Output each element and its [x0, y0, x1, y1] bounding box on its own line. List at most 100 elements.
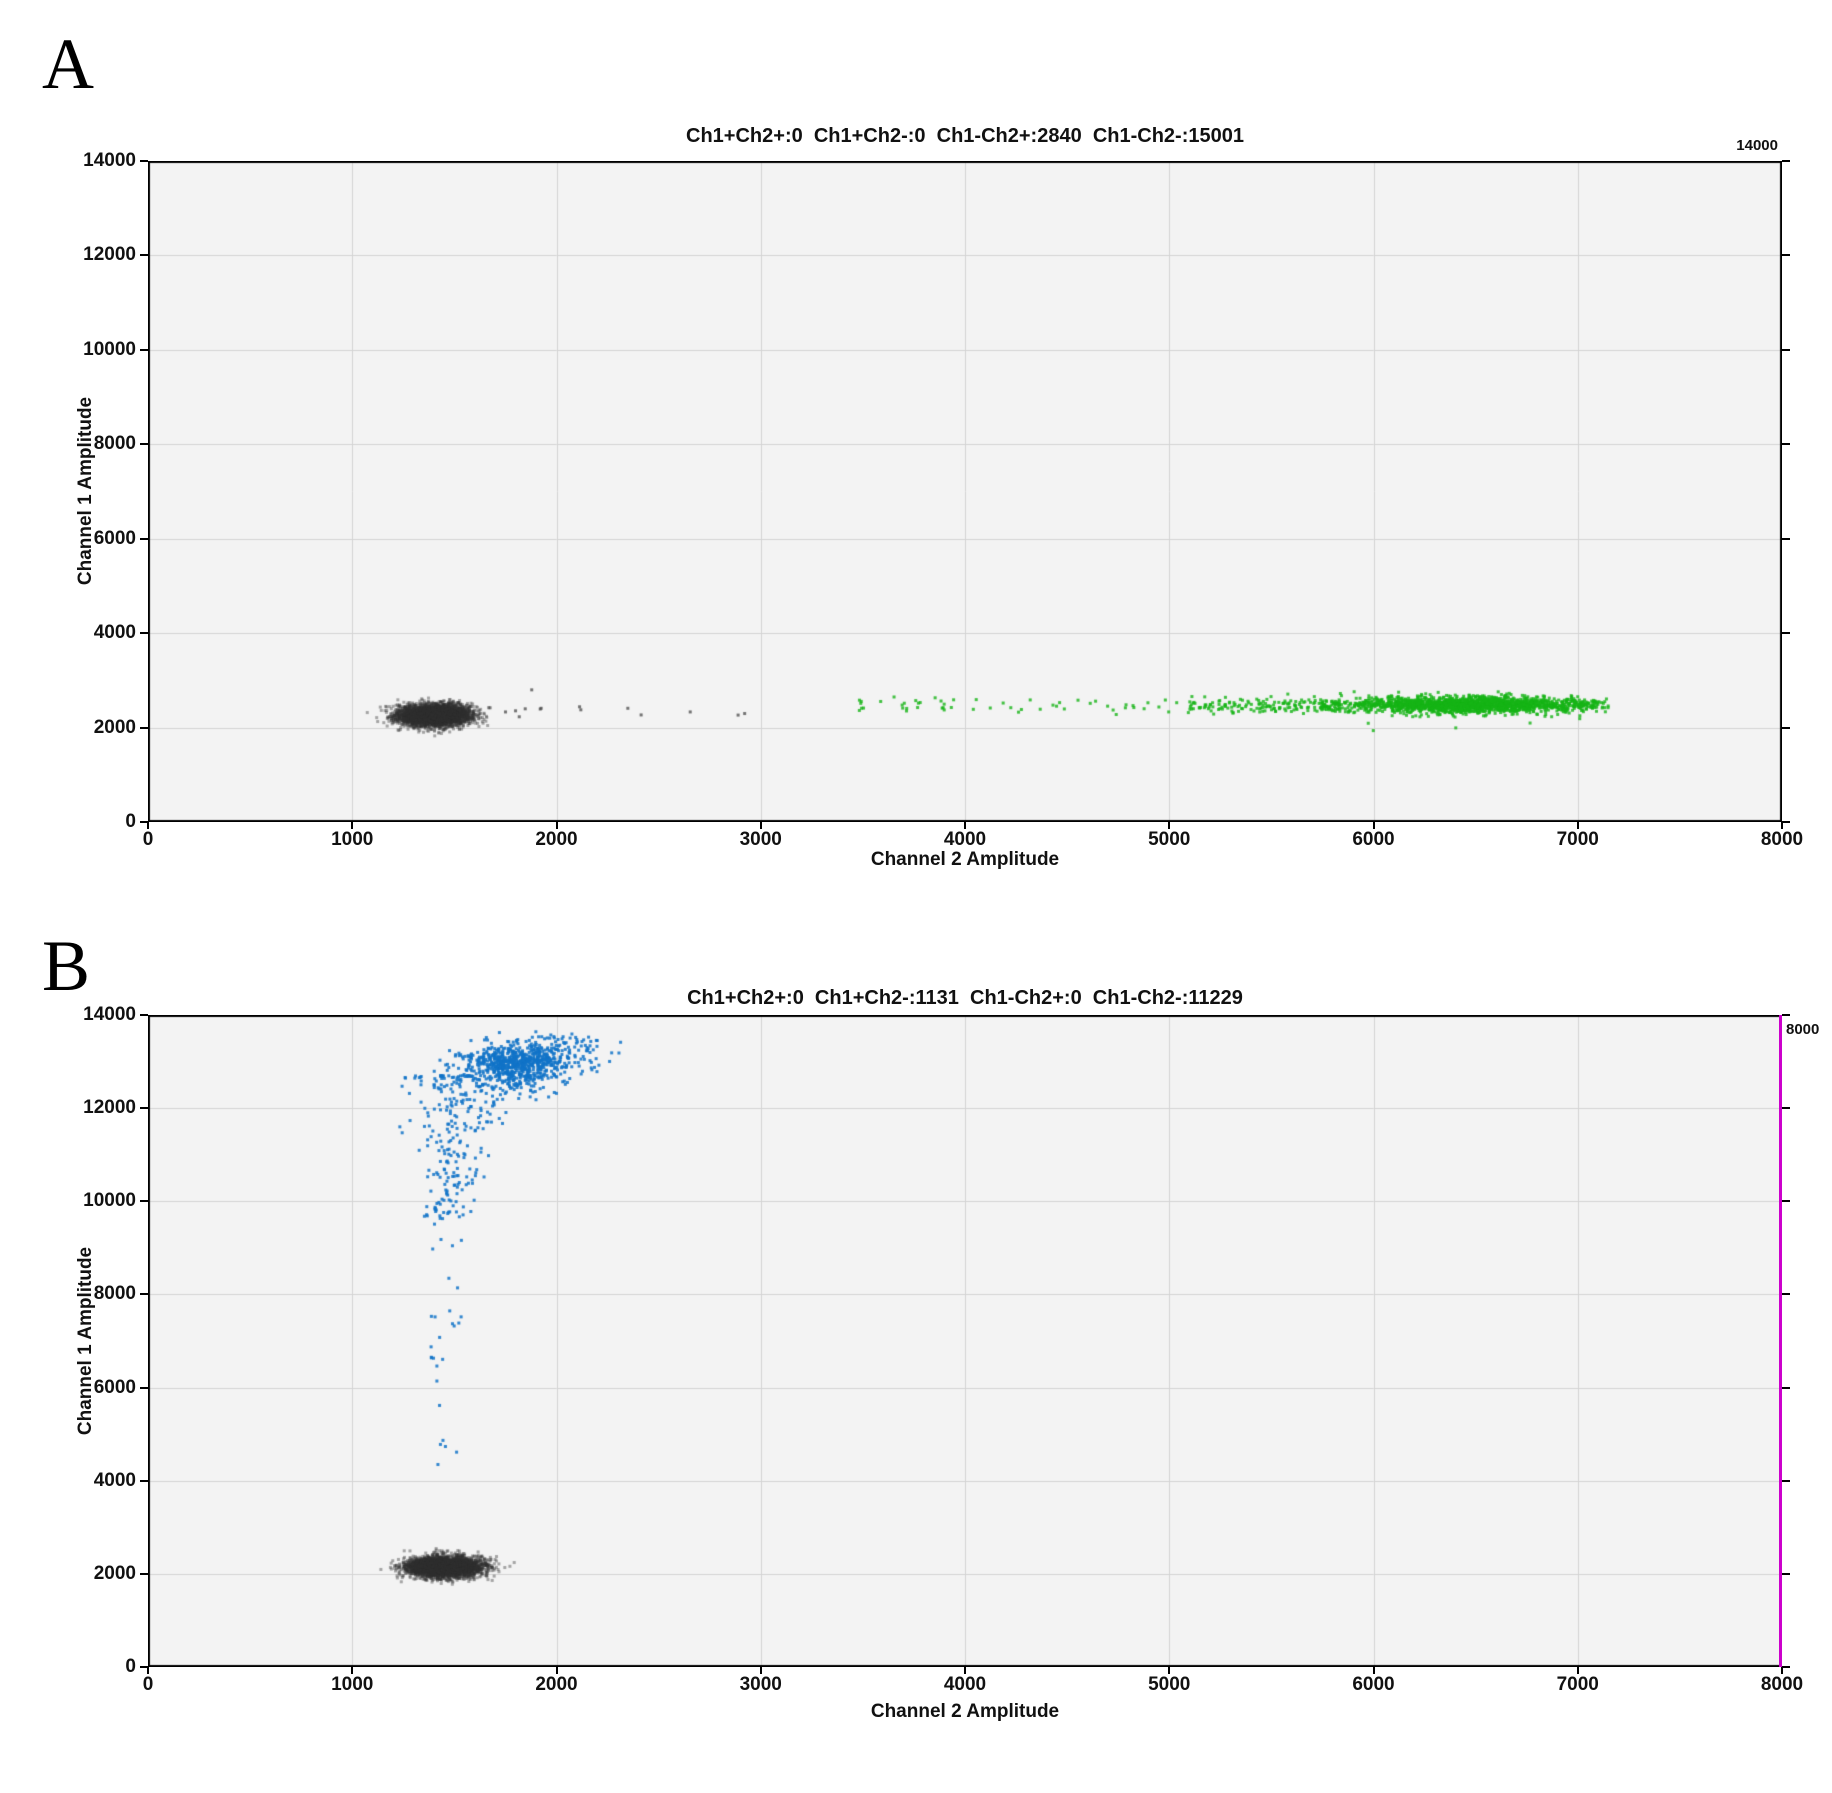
y-tick-label: 4000	[93, 1469, 136, 1491]
y-tick-mark-right	[1782, 1386, 1790, 1389]
y-tick-label: 6000	[93, 1376, 136, 1398]
x-tick-mark	[1372, 1667, 1375, 1674]
panel-a-letter: A	[42, 24, 94, 104]
x-tick-label: 0	[142, 1674, 154, 1695]
y-tick-label: 2000	[93, 716, 136, 738]
x-tick-label: 1000	[331, 829, 374, 850]
x-tick-label: 1000	[331, 1674, 374, 1695]
y-tick-mark	[140, 726, 148, 729]
y-tick-label: 4000	[93, 622, 136, 644]
y-tick-label: 14000	[83, 150, 136, 171]
y-tick-mark-right	[1782, 1107, 1790, 1110]
y-tick-mark	[140, 632, 148, 635]
x-tick-mark	[555, 1667, 558, 1674]
scatter-canvas-panel-a	[148, 161, 1782, 822]
y-tick-mark-right	[1782, 1200, 1790, 1203]
panel-b-letter: B	[42, 926, 91, 1006]
panel-b-y-axis-title: Channel 1 Amplitude	[75, 1246, 96, 1436]
x-tick-mark	[1781, 1667, 1783, 1674]
y-tick-mark-right	[1782, 1293, 1790, 1296]
panel-b-x-axis-title: Channel 2 Amplitude	[870, 1701, 1060, 1722]
y-tick-mark	[140, 443, 148, 446]
y-tick-mark-right	[1782, 348, 1790, 351]
x-tick-mark	[1372, 822, 1375, 829]
panel-b-plot-area	[148, 1015, 1782, 1667]
x-tick-label: 3000	[739, 829, 782, 850]
x-tick-label: 2000	[535, 1674, 578, 1695]
y-tick-label: 10000	[83, 1190, 136, 1212]
y-tick-label: 0	[125, 811, 136, 832]
x-tick-mark	[1168, 1667, 1171, 1674]
y-tick-label: 0	[125, 1656, 136, 1677]
x-tick-label: 4000	[943, 1674, 987, 1695]
x-tick-label: 2000	[535, 829, 578, 850]
x-tick-label: 8000	[1760, 829, 1804, 850]
x-tick-label: 5000	[1148, 1674, 1191, 1695]
y-tick-label: 12000	[83, 244, 136, 266]
y-tick-mark-right	[1782, 821, 1790, 823]
x-tick-label: 5000	[1148, 829, 1191, 850]
y-tick-mark-right	[1782, 1479, 1790, 1482]
x-tick-mark	[1576, 822, 1579, 829]
x-tick-label: 0	[142, 829, 154, 850]
y-tick-label: 12000	[83, 1097, 136, 1119]
y-tick-label: 14000	[83, 1004, 136, 1025]
y-tick-mark	[140, 348, 148, 351]
y-tick-label: 6000	[93, 527, 136, 549]
scatter-canvas-panel-b	[148, 1015, 1782, 1667]
threshold-line	[1779, 1015, 1782, 1667]
y-tick-mark	[140, 537, 148, 540]
x-tick-label: 6000	[1352, 829, 1395, 850]
y-tick-mark-right	[1782, 1014, 1790, 1016]
y-tick-mark-right	[1782, 443, 1790, 446]
y-tick-mark	[140, 160, 148, 162]
panel-b-threshold-value: 8000	[1786, 1021, 1820, 1038]
x-tick-mark	[964, 1667, 966, 1674]
y-tick-mark	[140, 1479, 148, 1482]
x-tick-label: 6000	[1352, 1674, 1395, 1695]
y-tick-mark-right	[1782, 254, 1790, 257]
x-tick-mark	[1781, 822, 1783, 829]
x-tick-label: 7000	[1556, 829, 1599, 850]
x-tick-mark	[759, 1667, 762, 1674]
x-tick-label: 7000	[1556, 1674, 1599, 1695]
x-tick-mark	[351, 1667, 354, 1674]
y-tick-mark	[140, 1572, 148, 1575]
panel-b-title: Ch1+Ch2+:0 Ch1+Ch2-:1131 Ch1-Ch2+:0 Ch1-…	[687, 987, 1243, 1009]
panel-a-plot-area	[148, 161, 1782, 822]
y-tick-mark-right	[1782, 537, 1790, 540]
y-tick-mark	[140, 821, 148, 823]
y-tick-mark	[140, 1107, 148, 1110]
y-tick-mark-right	[1782, 1572, 1790, 1575]
x-tick-label: 3000	[739, 1674, 782, 1695]
y-tick-label: 10000	[83, 338, 136, 360]
y-tick-mark	[140, 1014, 148, 1016]
y-tick-mark	[140, 1386, 148, 1389]
x-tick-mark	[351, 822, 354, 829]
y-tick-mark-right	[1782, 726, 1790, 729]
x-tick-mark	[147, 1667, 149, 1674]
panel-a-y-axis-title: Channel 1 Amplitude	[75, 396, 96, 586]
x-tick-mark	[964, 822, 966, 829]
x-tick-mark	[555, 822, 558, 829]
x-tick-mark	[1576, 1667, 1579, 1674]
y-tick-mark-right	[1782, 160, 1790, 162]
y-tick-mark	[140, 1200, 148, 1203]
y-tick-label: 8000	[93, 1283, 136, 1305]
y-tick-mark	[140, 1293, 148, 1296]
y-tick-mark	[140, 254, 148, 257]
panel-a-x-axis-title: Channel 2 Amplitude	[870, 849, 1060, 870]
x-tick-label: 8000	[1760, 1674, 1804, 1695]
y-tick-label: 2000	[93, 1562, 136, 1584]
x-tick-mark	[759, 822, 762, 829]
y-tick-label: 8000	[93, 433, 136, 455]
y-tick-mark-right	[1782, 1666, 1790, 1668]
x-tick-label: 4000	[943, 829, 987, 850]
panel-a-threshold-value: 14000	[1736, 137, 1778, 154]
x-tick-mark	[147, 822, 149, 829]
y-tick-mark	[140, 1666, 148, 1668]
y-tick-mark-right	[1782, 632, 1790, 635]
panel-a-title: Ch1+Ch2+:0 Ch1+Ch2-:0 Ch1-Ch2+:2840 Ch1-…	[686, 125, 1244, 147]
x-tick-mark	[1168, 822, 1171, 829]
